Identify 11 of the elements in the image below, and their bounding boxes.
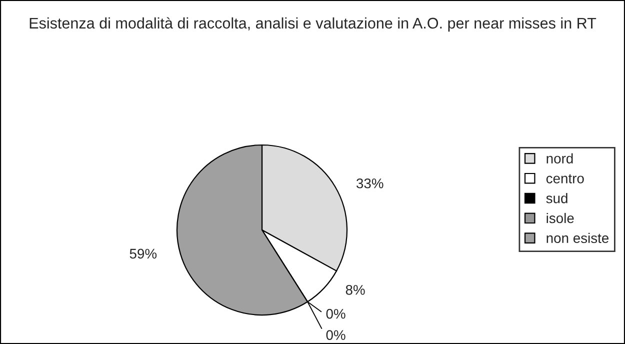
legend-label: centro [546,174,584,184]
data-label: 33% [356,178,384,188]
legend-label: non esiste [546,232,609,244]
legend-label: sud [546,193,568,204]
data-label: 8% [346,284,365,295]
chart-title: Esistenza di modalità di raccolta, analisi e valutazione in A.O. per near misses in RT [30,17,596,32]
legend-label: nord [546,153,573,164]
data-label: 59% [130,248,157,259]
text: 0% [326,308,346,319]
text: 0% [326,330,346,340]
legend-label: isole [546,212,574,224]
